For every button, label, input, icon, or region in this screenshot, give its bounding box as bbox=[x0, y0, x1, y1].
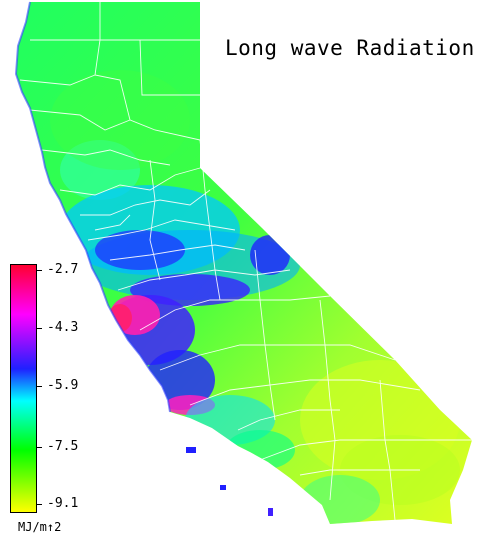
color-scale-ticks bbox=[36, 264, 46, 512]
scale-label-1: -2.7 bbox=[47, 262, 79, 277]
scale-label-3: -5.9 bbox=[47, 378, 79, 393]
scale-tick bbox=[36, 328, 42, 329]
scale-label-4: -7.5 bbox=[47, 439, 79, 454]
scale-label-2: -4.3 bbox=[47, 320, 79, 335]
county-boundaries bbox=[19, 2, 472, 521]
scale-tick bbox=[36, 504, 42, 505]
scale-label-5: -9.1 bbox=[47, 496, 79, 511]
scale-tick bbox=[36, 386, 42, 387]
channel-islands bbox=[186, 447, 273, 516]
map-title: Long wave Radiation bbox=[225, 36, 475, 60]
scale-tick bbox=[36, 270, 42, 271]
coastline bbox=[14, 1, 171, 413]
scale-unit-label: MJ/m↑2 bbox=[18, 520, 62, 534]
scale-tick bbox=[36, 447, 42, 448]
color-scale-bar bbox=[10, 264, 37, 513]
